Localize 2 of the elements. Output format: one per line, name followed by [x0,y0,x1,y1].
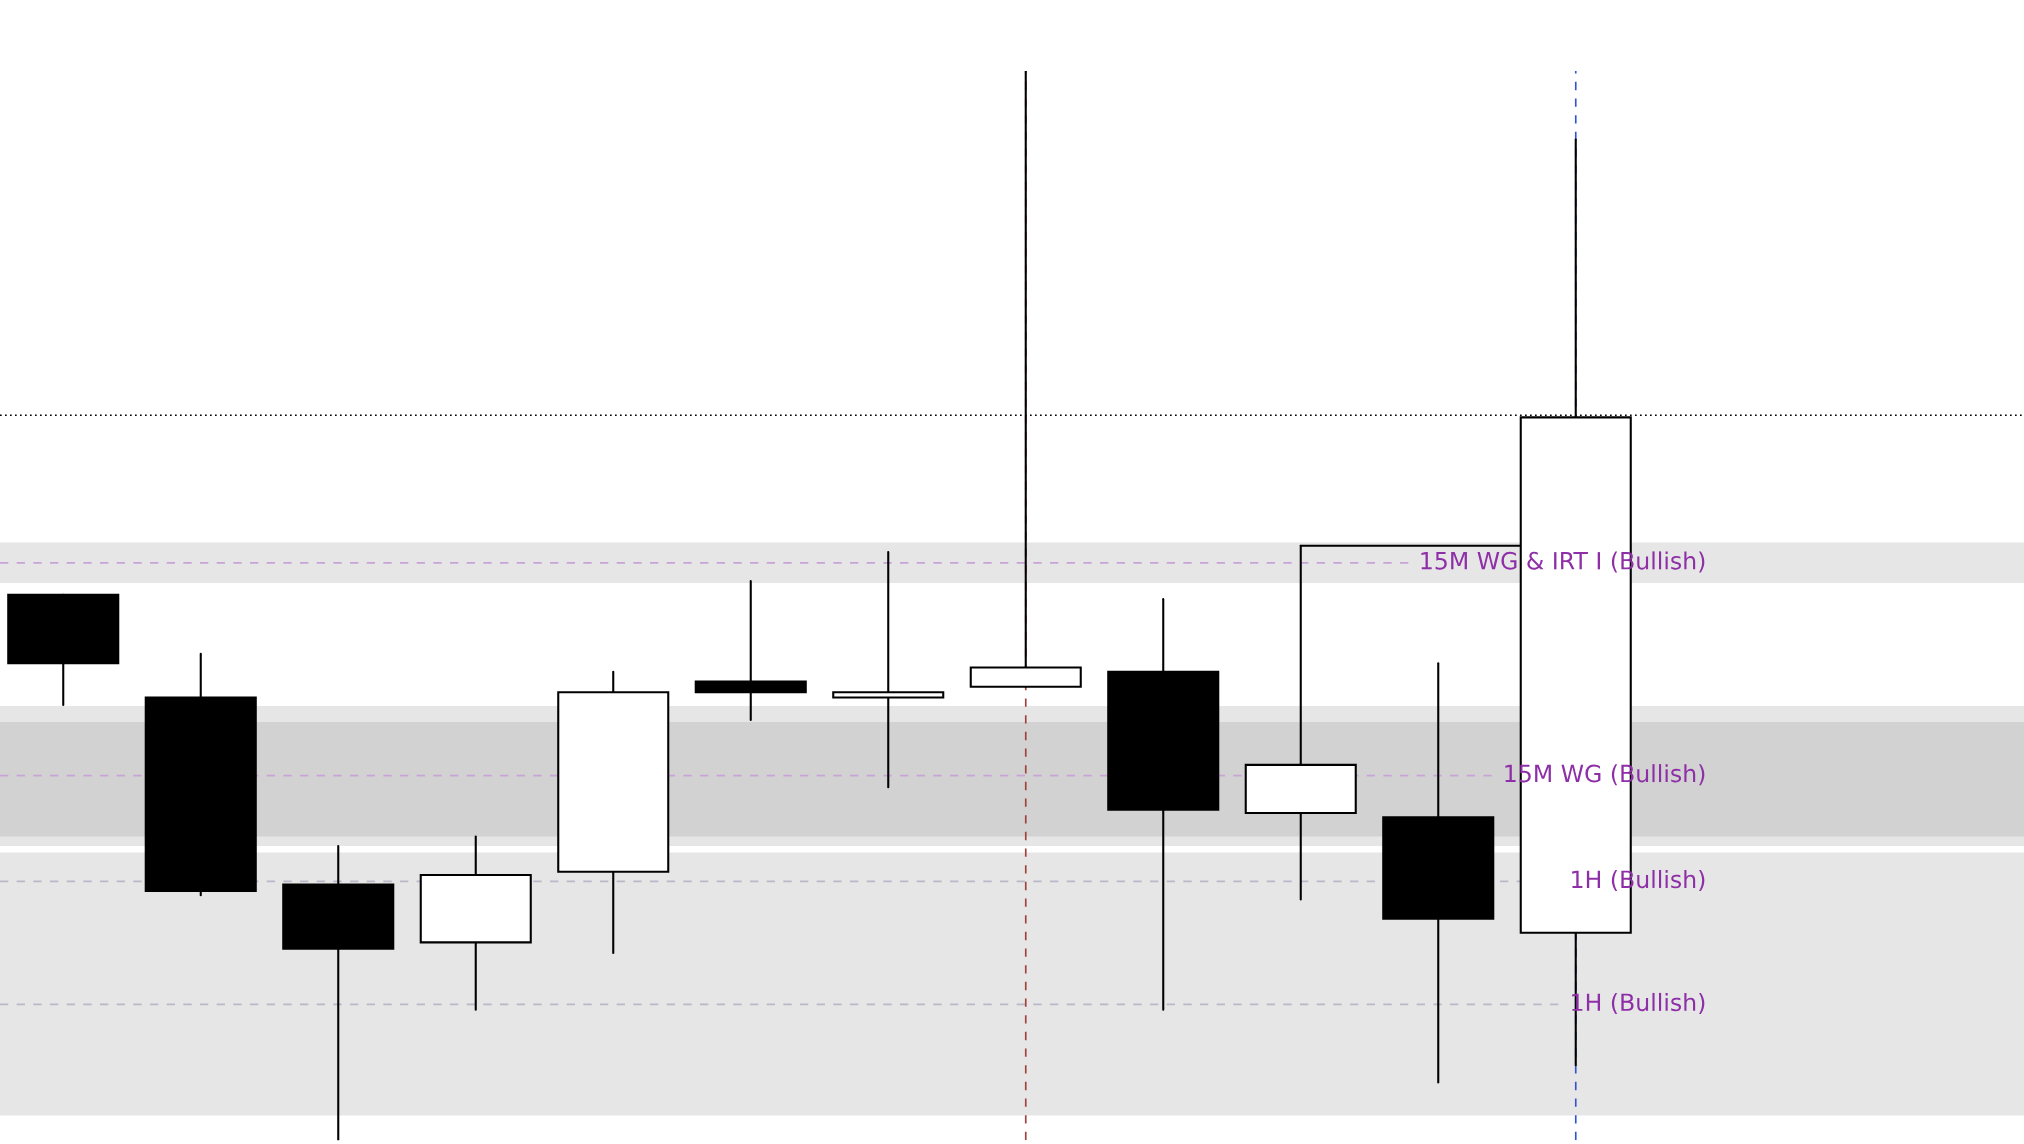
candlestick [694,579,807,722]
candlestick [832,551,945,789]
